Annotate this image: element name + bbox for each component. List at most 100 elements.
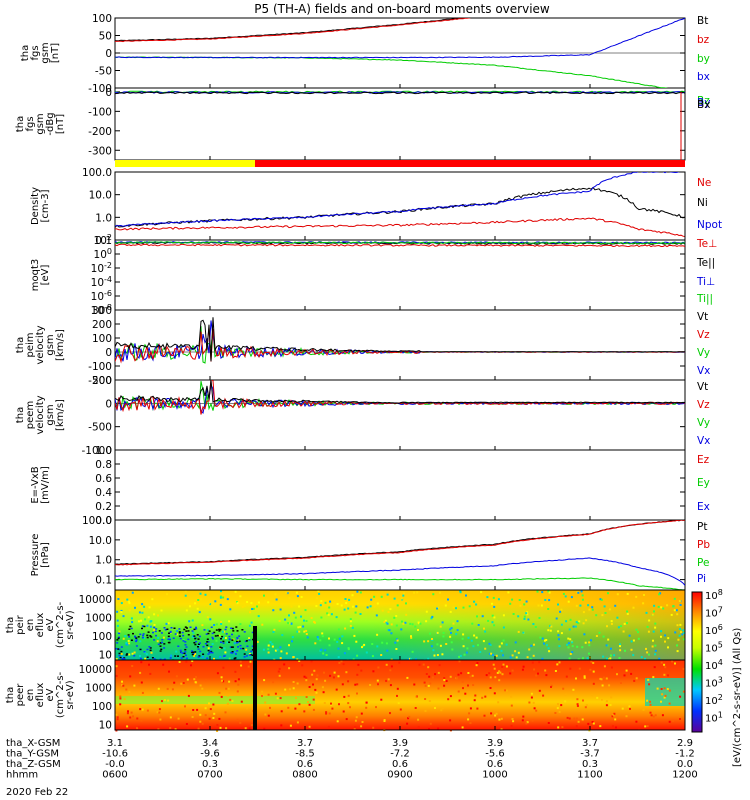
spectrogram-cell: [467, 718, 470, 721]
spectrogram-cell: [209, 618, 212, 621]
spectrogram-cell: [312, 698, 315, 701]
spectrogram-cell: [538, 689, 541, 692]
spectrogram-cell: [523, 615, 526, 618]
spectrogram-cell: [219, 603, 222, 606]
spectrogram-cell: [143, 651, 146, 653]
spectrogram-cell: [248, 637, 251, 640]
spectrogram-cell: [224, 637, 227, 639]
spectrogram-cell: [385, 621, 388, 624]
spectrogram-cell: [132, 715, 134, 718]
spectrogram-cell: [292, 681, 295, 683]
ylabel-fgs_dsl-0: tha: [15, 116, 26, 132]
spectrogram-cell: [292, 656, 295, 659]
spectrogram-cell: [198, 655, 201, 657]
spectrogram-cell: [248, 727, 251, 730]
spectrogram-cell: [153, 613, 156, 616]
spectrogram-cell: [590, 639, 592, 642]
spectrogram-cell: [236, 642, 239, 644]
spectrogram-cell: [194, 653, 197, 655]
spectrogram-cell: [314, 642, 317, 645]
spectrogram-cell: [315, 678, 318, 681]
legend-efield-0: Ez: [697, 454, 710, 466]
spectrogram-cell: [183, 628, 186, 631]
spectrogram-cell: [414, 625, 417, 628]
spectrogram-cell: [218, 691, 221, 694]
spectrogram-cell: [130, 627, 133, 630]
ylabel-temp-0: moqt3: [30, 259, 41, 292]
spectrogram-cell: [624, 649, 626, 652]
spectrogram-cell: [251, 608, 254, 610]
spectrogram-cell: [488, 652, 491, 655]
spectrogram-cell: [167, 622, 170, 625]
spectrogram-cell: [341, 635, 344, 638]
spectrogram-cell: [471, 674, 474, 677]
spectrogram-cell: [231, 639, 234, 641]
spectrogram-cell: [372, 726, 375, 729]
spectrogram-cell: [500, 728, 503, 731]
spectrogram-cell: [120, 611, 123, 613]
ylabel-ivel-0: tha: [15, 337, 26, 353]
spectrogram-cell: [380, 654, 383, 656]
spectrogram-cell: [654, 644, 657, 647]
spectrogram-cell: [302, 625, 305, 628]
spectrogram-cell: [609, 704, 612, 706]
spectrogram-cell: [327, 725, 330, 728]
spectrogram-cell: [220, 676, 223, 679]
spectrogram-cell: [406, 676, 409, 679]
spectrogram-cell: [644, 725, 647, 728]
spectrogram-cell: [218, 628, 221, 631]
spectrogram-cell: [575, 717, 578, 720]
colorbar-tick: 104: [705, 658, 723, 672]
spectrogram-cell: [469, 675, 472, 678]
spectrogram-cell: [547, 590, 550, 593]
spectrogram-cell: [170, 627, 173, 629]
spectrogram-cell: [583, 676, 586, 679]
spectrogram-cell: [445, 680, 448, 682]
spectrogram-cell: [157, 614, 159, 617]
spectrogram-cell: [596, 696, 599, 699]
ytick-label-temp: 100: [94, 247, 112, 261]
spectrogram-cell: [522, 631, 525, 634]
spectrogram-cell: [325, 654, 328, 656]
spectrogram-cell: [239, 660, 242, 663]
ylabel-ivel-2: velocity: [35, 325, 46, 364]
spectrogram-cell: [207, 651, 210, 654]
spectrogram-cell: [417, 629, 419, 631]
spectrogram-cell: [223, 647, 226, 650]
spectrogram-cell: [618, 657, 621, 659]
spectrogram-cell: [590, 660, 593, 663]
spectrogram-cell: [303, 630, 306, 633]
spectrogram-cell: [413, 591, 416, 594]
ylabel-elec_spec-3: eflux: [35, 683, 46, 708]
spectrogram-cell: [116, 624, 119, 627]
spectrogram-cell: [250, 602, 253, 605]
x-row-value: 0.3: [582, 759, 598, 770]
spectrogram-cell: [218, 717, 221, 720]
spectrogram-cell: [153, 639, 156, 641]
spectrogram-cell: [530, 692, 533, 695]
spectrogram-cell: [574, 625, 577, 628]
spectrogram-cell: [216, 634, 219, 637]
spectrogram-cell: [394, 641, 397, 644]
spectrogram-cell: [547, 629, 550, 632]
spectrogram-cell: [156, 711, 159, 714]
spectrogram-cell: [497, 598, 500, 601]
spectrogram-cell: [225, 687, 228, 690]
spectrogram-cell: [139, 657, 142, 660]
spectrogram-cell: [232, 630, 235, 632]
spectrogram-cell: [635, 595, 638, 598]
spectrogram-cell: [489, 687, 492, 689]
spectrogram-cell: [198, 611, 201, 614]
spectrogram-cell: [144, 618, 147, 621]
series-line-bz: [115, 18, 474, 43]
spectrogram-cell: [153, 629, 156, 631]
spectrogram-cell: [610, 654, 612, 657]
spectrogram-cell: [309, 727, 312, 730]
legend-evel-3: Vx: [697, 435, 710, 447]
spectrogram-cell: [495, 712, 498, 715]
spectrogram-cell: [206, 638, 209, 640]
spectrogram-cell: [246, 601, 249, 603]
spectrogram-cell: [610, 647, 612, 650]
spectrogram-cell: [592, 670, 595, 673]
spectrogram-cell: [664, 634, 667, 637]
